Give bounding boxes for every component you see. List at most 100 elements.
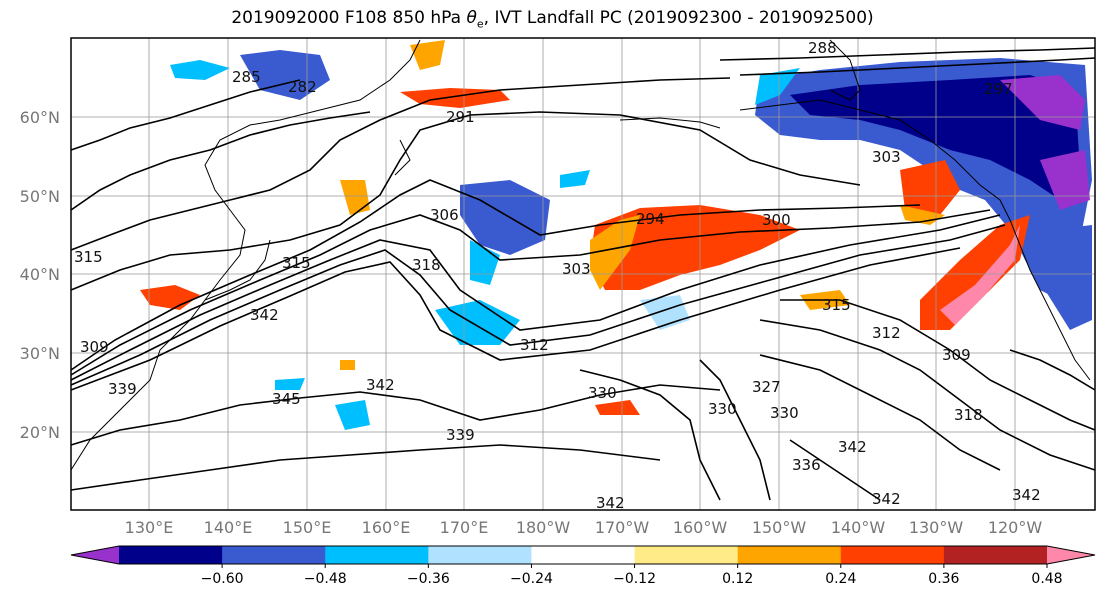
contour-label: 309 [942, 346, 971, 364]
contour-label: 342 [366, 376, 395, 394]
contour-label: 315 [822, 296, 851, 314]
colorbar-segment [943, 546, 1048, 564]
contour-label: 312 [872, 324, 901, 342]
weak-negative-tropical-2 [275, 378, 305, 390]
theta-e-contours [70, 47, 1096, 501]
negative-region-siberia [240, 50, 330, 100]
contour-label: 339 [108, 380, 137, 398]
colorbar-tick-label: 0.48 [1031, 571, 1062, 587]
contour-label: 306 [430, 206, 459, 224]
colorbar-extend-max [1047, 546, 1095, 564]
lon-label: 170°E [440, 518, 489, 537]
contour-label: 303 [562, 260, 591, 278]
contour-label: 342 [838, 438, 867, 456]
colorbar-extend-min [71, 546, 119, 564]
lon-label: 140°W [831, 518, 886, 537]
contour-label: 342 [872, 490, 901, 508]
longitude-labels: 130°E 140°E 150°E 160°E 170°E 180°W 170°… [125, 518, 1043, 537]
colorbar-segment [428, 546, 532, 564]
colorbar-segment [531, 546, 636, 564]
colorbar-tick-label: −0.24 [510, 571, 553, 587]
weak-negative-tropical [335, 400, 370, 430]
colorbar-segment [222, 546, 326, 564]
contour-label: 330 [770, 404, 799, 422]
positive-region-gulf [900, 160, 960, 215]
positive-region-jet-edge [590, 215, 640, 290]
contour-label: 342 [1012, 486, 1041, 504]
contour-label: 318 [954, 406, 983, 424]
map-frame [70, 37, 1096, 511]
lon-label: 160°W [673, 518, 728, 537]
contour-label: 315 [282, 254, 311, 272]
contour-label: 327 [752, 378, 781, 396]
colorbar-segment [634, 546, 739, 564]
colorbar-tick-label: 0.36 [928, 571, 959, 587]
lat-label: 50°N [20, 187, 60, 206]
lon-label: 160°E [362, 518, 411, 537]
positive-region-japan [140, 285, 200, 310]
weak-negative-siberia [170, 60, 230, 80]
shaded-field [140, 40, 1092, 430]
colorbar-segment [325, 546, 429, 564]
positive-region-north [410, 40, 445, 70]
positive-region-jet [590, 205, 800, 290]
lon-label: 140°E [204, 518, 253, 537]
colorbar-segment [840, 546, 945, 564]
contour-label: 336 [792, 456, 821, 474]
map-title: 2019092000 F108 850 hPa θe, IVT Landfall… [231, 8, 874, 31]
weak-negative-north [755, 68, 800, 105]
strong-negative-region [790, 75, 1080, 200]
negative-region-coast [1045, 225, 1092, 330]
colorbar-tick-label: −0.12 [613, 571, 656, 587]
contour-label: 303 [872, 148, 901, 166]
colorbar-segment [119, 546, 223, 564]
contour-label: 339 [446, 426, 475, 444]
contour-label: 312 [520, 336, 549, 354]
contour-label: 315 [74, 248, 103, 266]
contour-label: 342 [596, 494, 625, 512]
contour-label: 300 [762, 211, 791, 229]
lat-label: 20°N [20, 423, 60, 442]
lon-label: 130°E [125, 518, 174, 537]
strongest-negative-north [1000, 75, 1085, 130]
colorbar-tick-label: 0.24 [825, 571, 856, 587]
contour-label: 291 [446, 108, 475, 126]
colorbar-tick-label: −0.36 [407, 571, 450, 587]
contour-label: 294 [636, 210, 665, 228]
positive-region-tropical [595, 400, 640, 415]
positive-region-small [340, 180, 370, 215]
colorbar-tick-label: −0.48 [304, 571, 347, 587]
lon-label: 150°W [752, 518, 807, 537]
latitude-labels: 60°N 50°N 40°N 30°N 20°N [20, 108, 60, 442]
colorbar-outline [70, 545, 1096, 565]
contour-label: 330 [588, 384, 617, 402]
contour-label: 282 [288, 78, 317, 96]
colorbar-tick-label: 0.12 [722, 571, 753, 587]
contour-label: 342 [250, 306, 279, 324]
lat-label: 60°N [20, 108, 60, 127]
colorbar: −0.60 −0.48 −0.36 −0.24 −0.12 0.12 0.24 0.36 0.4… [70, 545, 1096, 587]
weak-negative-south [435, 300, 520, 345]
positive-region-coast [920, 215, 1030, 330]
graticule [71, 38, 1095, 510]
lon-label: 130°W [909, 518, 964, 537]
lon-label: 150°E [283, 518, 332, 537]
colorbar-segment [737, 546, 842, 564]
contour-labels: 285 282 288 297 291 303 300 294 303 306 … [74, 39, 1041, 512]
lon-label: 120°W [988, 518, 1043, 537]
map-area: 285 282 288 297 291 303 300 294 303 306 … [70, 38, 1096, 512]
negative-region-midpacific [460, 180, 550, 255]
contour-label: 285 [232, 68, 261, 86]
lat-label: 30°N [20, 344, 60, 363]
contour-label: 297 [984, 80, 1013, 98]
contour-label: 318 [412, 256, 441, 274]
contour-label: 330 [708, 400, 737, 418]
lat-label: 40°N [20, 265, 60, 284]
lon-label: 170°W [595, 518, 650, 537]
strongest-positive-coast [940, 225, 1020, 325]
lon-label: 180°W [516, 518, 571, 537]
strongest-negative-coast [1040, 150, 1090, 210]
weak-negative-small [560, 170, 590, 188]
contour-label: 288 [808, 39, 837, 57]
